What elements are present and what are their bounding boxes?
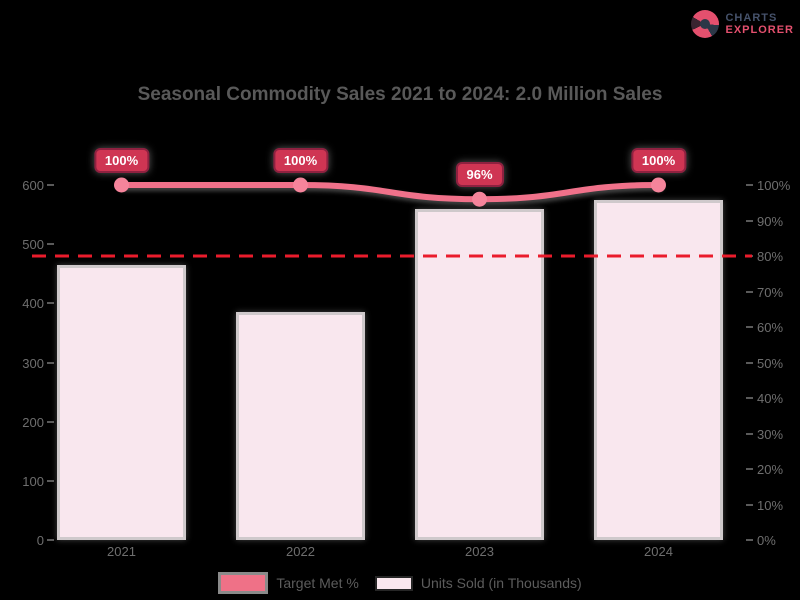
point-label-box: 100%	[272, 148, 329, 173]
right-axis-tick-mark	[746, 503, 753, 506]
line-marker	[651, 177, 666, 193]
right-axis-tick-label: 10%	[757, 497, 784, 513]
left-axis-tick-mark	[47, 479, 54, 482]
right-axis-tick-mark	[746, 432, 753, 435]
left-axis-tick-label: 100	[22, 473, 44, 489]
right-axis-tick-label: 30%	[757, 426, 784, 442]
left-axis-tick-label: 300	[22, 355, 44, 371]
right-axis-tick-label: 60%	[757, 320, 784, 335]
left-axis-tick-mark	[47, 184, 54, 186]
left-axis-tick-mark	[47, 539, 54, 541]
x-axis-label-2024: 2024	[644, 544, 673, 559]
right-axis-tick-mark	[746, 290, 753, 293]
chart-title: Seasonal Commodity Sales 2021 to 2024: 2…	[137, 84, 663, 105]
left-axis-tick-label: 200	[22, 414, 44, 430]
x-axis-label-2023: 2023	[465, 544, 494, 559]
right-axis-tick-label: 80%	[757, 249, 784, 264]
percentage-line-series	[118, 182, 662, 203]
left-axis-tick-mark	[47, 420, 54, 423]
logo-text-line1: CHARTS	[725, 12, 778, 24]
right-axis-tick-label: 50%	[757, 355, 784, 371]
legend-item: Target Met %	[218, 572, 359, 594]
left-axis-tick-mark	[47, 302, 54, 305]
brand-logo: CHARTS EXPLORER	[691, 10, 794, 38]
logo-text-line2: EXPLORER	[725, 24, 794, 36]
right-axis-tick-label: 100%	[757, 178, 791, 193]
x-axis-label-2021: 2021	[107, 544, 136, 559]
donut-chart-logo-icon	[691, 10, 720, 38]
right-axis-tick-mark	[746, 468, 753, 470]
legend-label: Units Sold (in Thousands)	[420, 575, 582, 591]
legend-swatch-line-series	[218, 572, 269, 594]
left-axis-tick-label: 400	[22, 296, 44, 312]
line-marker	[472, 191, 487, 207]
point-label-box: 96%	[455, 162, 504, 188]
legend-swatch-bar-series	[374, 575, 413, 591]
right-axis-tick-mark	[746, 219, 753, 222]
point-label-box: 100%	[630, 148, 687, 173]
right-axis-tick-mark	[746, 397, 753, 399]
left-axis-tick-label: 500	[22, 237, 44, 253]
right-axis-tick-mark	[746, 184, 753, 186]
right-axis-tick-label: 20%	[757, 462, 784, 477]
left-axis-tick-label: 0	[36, 533, 44, 548]
right-axis-tick-mark	[746, 326, 753, 328]
left-axis-tick-label: 600	[22, 178, 44, 193]
x-axis-label-2022: 2022	[286, 544, 315, 559]
right-axis-tick-label: 40%	[757, 391, 784, 406]
bar-2022	[236, 312, 365, 540]
legend-label: Target Met %	[276, 575, 359, 591]
line-marker	[293, 177, 308, 193]
point-label-box: 100%	[93, 148, 150, 173]
right-axis-tick-label: 70%	[757, 284, 784, 300]
right-axis-tick-label: 90%	[757, 213, 784, 229]
right-axis-tick-label: 0%	[757, 533, 776, 548]
left-axis-tick-mark	[47, 361, 54, 364]
bar-2023	[415, 208, 544, 540]
line-marker	[114, 177, 129, 193]
bar-2021	[57, 264, 186, 540]
legend-item: Units Sold (in Thousands)	[374, 575, 582, 591]
left-axis-tick-mark	[47, 243, 54, 246]
right-axis-tick-mark	[746, 539, 753, 541]
legend: Target Met % Units Sold (in Thousands)	[0, 572, 800, 594]
right-axis-tick-mark	[746, 361, 753, 364]
